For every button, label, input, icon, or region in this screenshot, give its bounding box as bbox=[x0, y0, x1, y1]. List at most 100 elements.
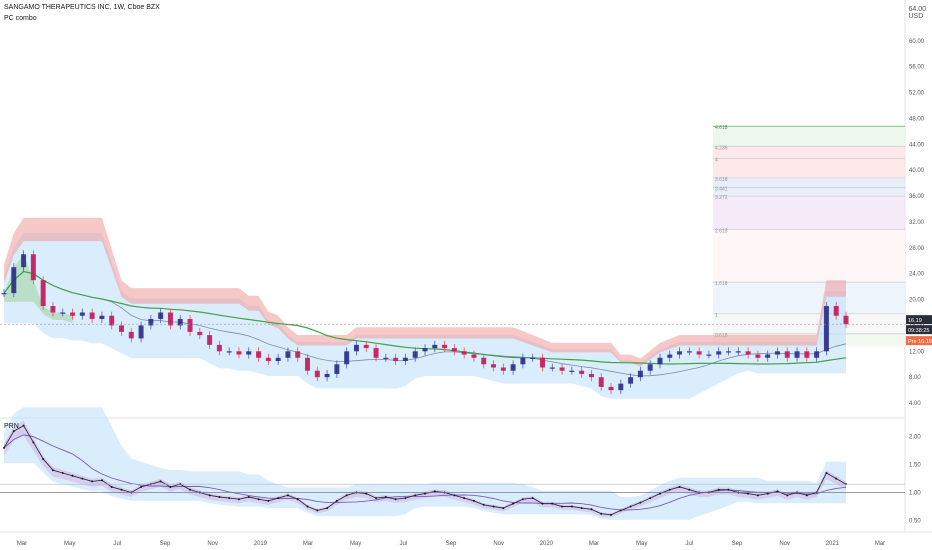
candle-body bbox=[70, 312, 76, 316]
prn-point bbox=[747, 492, 750, 495]
prn-point bbox=[345, 494, 348, 497]
price-tick-label: 12.00 bbox=[909, 349, 925, 355]
candle-body bbox=[324, 373, 330, 378]
candle-body bbox=[128, 331, 134, 339]
price-tick-label: 32.00 bbox=[909, 220, 925, 226]
candle-body bbox=[158, 312, 164, 319]
prn-point bbox=[169, 485, 172, 488]
price-tick-label: 40.00 bbox=[909, 168, 925, 174]
prn-point bbox=[61, 472, 64, 474]
prn-point bbox=[414, 494, 417, 497]
price-tick-label: 52.00 bbox=[909, 91, 925, 97]
time-tick-label: Sep bbox=[732, 541, 743, 547]
candle-body bbox=[814, 351, 820, 358]
currency-code: USD bbox=[908, 13, 924, 20]
prn-point bbox=[658, 492, 661, 495]
candle-body bbox=[765, 354, 771, 358]
prn-point bbox=[91, 480, 94, 483]
prn-point bbox=[492, 505, 495, 508]
price-tick-label: 44.00 bbox=[909, 142, 925, 148]
candle-body bbox=[177, 318, 183, 326]
prn-point bbox=[570, 505, 573, 508]
time-tick-label: Jul bbox=[685, 541, 693, 547]
candle-body bbox=[579, 370, 585, 374]
time-tick-label: Mar bbox=[17, 541, 27, 547]
price-tag-bg bbox=[906, 325, 932, 335]
prn-tick-label: 1.50 bbox=[909, 463, 921, 469]
fib-zone bbox=[713, 177, 905, 188]
time-tick-label: 2020 bbox=[540, 541, 554, 547]
prn-point bbox=[71, 474, 74, 477]
candle-body bbox=[628, 377, 634, 384]
candle-body bbox=[314, 370, 320, 378]
fib-label: 2.618 bbox=[715, 229, 728, 235]
candle-body bbox=[402, 357, 408, 362]
price-tag-text: 09:38:25 bbox=[908, 328, 929, 334]
prn-point bbox=[257, 498, 260, 501]
prn-point bbox=[678, 485, 681, 488]
candle-body bbox=[549, 367, 555, 369]
candle-body bbox=[471, 354, 477, 358]
price-cloud-red bbox=[4, 217, 846, 367]
prn-point bbox=[189, 488, 192, 491]
candle-body bbox=[716, 351, 722, 355]
prn-point bbox=[228, 497, 231, 500]
prn-point bbox=[81, 477, 84, 480]
candle-body bbox=[637, 370, 643, 378]
prn-point bbox=[51, 469, 54, 472]
candle-body bbox=[295, 351, 301, 358]
candle-body bbox=[735, 351, 741, 353]
time-tick-label: Jul bbox=[399, 541, 407, 547]
prn-point bbox=[433, 490, 436, 493]
prn-point bbox=[404, 497, 407, 500]
candle-body bbox=[412, 351, 418, 358]
prn-point bbox=[786, 494, 789, 497]
candle-body bbox=[677, 351, 683, 355]
time-tick-label: Jul bbox=[113, 541, 121, 547]
prn-point bbox=[472, 499, 475, 502]
fib-label: 3.272 bbox=[715, 195, 728, 201]
candle-body bbox=[520, 357, 526, 365]
candle-body bbox=[226, 351, 232, 353]
candle-body bbox=[30, 254, 36, 281]
time-tick-label: Nov bbox=[493, 541, 504, 547]
prn-point bbox=[267, 499, 270, 502]
prn-tick-label: 1.00 bbox=[909, 491, 921, 497]
prn-point bbox=[296, 498, 299, 501]
prn-point bbox=[237, 498, 240, 501]
time-tick-label: May bbox=[636, 541, 647, 547]
prn-point bbox=[3, 446, 5, 449]
price-cloud-green bbox=[4, 254, 73, 323]
candle-body bbox=[1, 293, 7, 295]
fib-zone bbox=[713, 146, 905, 159]
candle-body bbox=[305, 357, 311, 371]
prn-tick-label: 0.50 bbox=[909, 518, 921, 524]
candle-body bbox=[461, 351, 467, 355]
fib-zone bbox=[713, 158, 905, 178]
prn-point bbox=[208, 494, 211, 497]
candle-body bbox=[256, 351, 262, 358]
prn-point bbox=[688, 488, 691, 491]
fib-label: 4.236 bbox=[715, 145, 728, 151]
candle-body bbox=[118, 325, 124, 332]
candle-body bbox=[598, 377, 604, 387]
candle-body bbox=[246, 351, 252, 355]
prn-point bbox=[482, 503, 485, 506]
candle-body bbox=[618, 383, 624, 391]
prn-point bbox=[384, 495, 387, 498]
prn-point bbox=[110, 485, 113, 488]
candle-body bbox=[207, 335, 213, 345]
candle-body bbox=[794, 351, 800, 358]
prn-point bbox=[727, 488, 730, 491]
candle-body bbox=[393, 357, 399, 362]
candle-body bbox=[442, 344, 448, 349]
time-tick-label: Mar bbox=[875, 541, 885, 547]
candle-body bbox=[500, 367, 506, 371]
prn-point bbox=[335, 499, 338, 502]
prn-point bbox=[590, 508, 593, 511]
candle-body bbox=[559, 367, 565, 371]
fib-zone bbox=[713, 196, 905, 230]
time-tick-label: Sep bbox=[160, 541, 171, 547]
fib-zone bbox=[713, 282, 905, 314]
